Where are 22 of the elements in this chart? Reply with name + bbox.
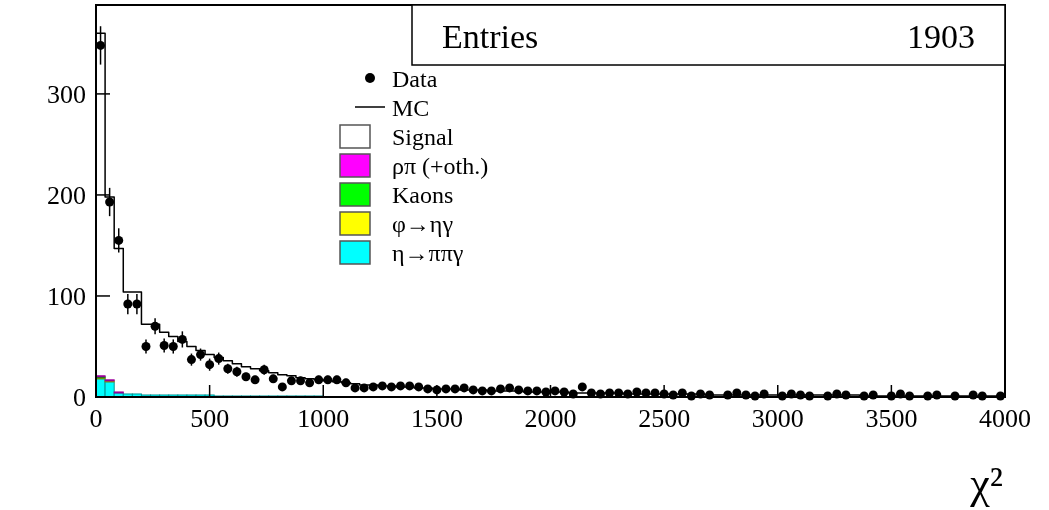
x-tick-label: 3000: [751, 404, 804, 433]
y-tick-label: 0: [73, 383, 86, 412]
legend-label: ρπ (+oth.): [392, 153, 489, 179]
annotation: 1903: [907, 18, 975, 55]
legend-label: MC: [392, 95, 430, 121]
x-tick-label: 2000: [524, 404, 577, 433]
x-axis-title: χ²: [969, 459, 1003, 508]
annotation: Signal: [392, 124, 454, 150]
x-tick-label: 500: [190, 404, 230, 433]
legend-label: Kaons: [392, 182, 454, 208]
x-tick-label: 4000: [979, 404, 1031, 433]
y-tick-label: 200: [47, 180, 86, 210]
x-tick-label: 3500: [865, 404, 918, 433]
x-tick-label: 1500: [410, 404, 463, 433]
legend-label: η→ππγ: [392, 240, 464, 266]
legend-label: Data: [392, 66, 438, 92]
x-tick-label: 1000: [297, 404, 350, 433]
x-tick-label: 2500: [638, 404, 691, 433]
y-tick-label: 300: [47, 79, 86, 109]
annotation: Entries: [442, 18, 539, 55]
y-tick-label: 100: [47, 281, 86, 311]
legend-label: φ→ηγ: [392, 211, 454, 237]
